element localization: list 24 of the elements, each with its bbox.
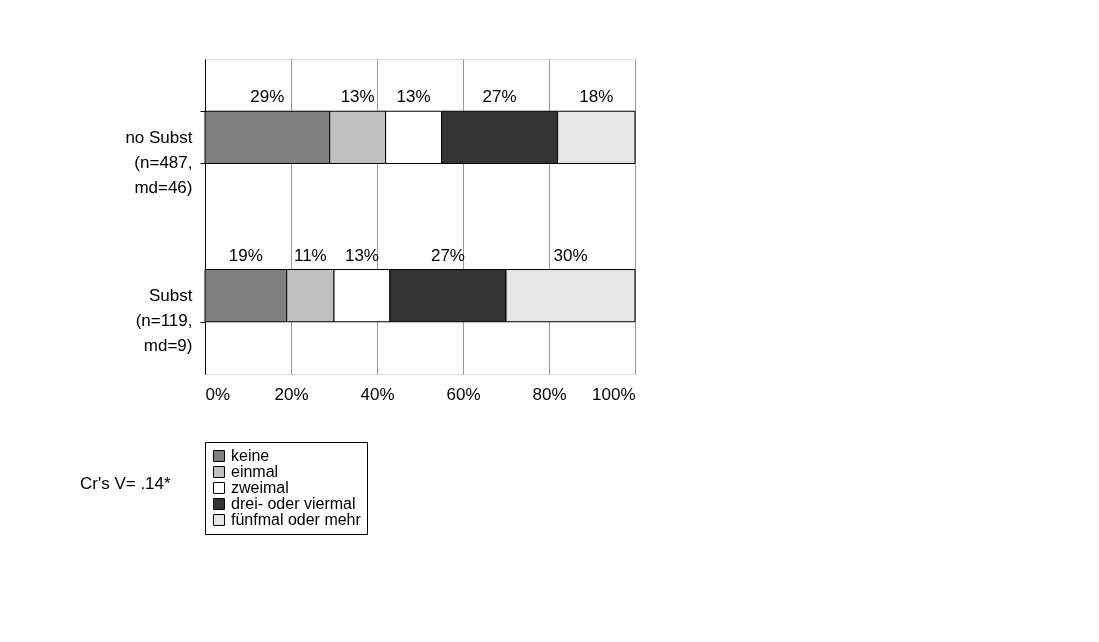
legend-label: keine <box>231 447 270 464</box>
data-label: 13% <box>396 87 431 107</box>
y-tick-label: Subst (n=119, md=9) <box>135 286 193 356</box>
x-tick-label: 60% <box>446 384 481 404</box>
data-label: 19% <box>228 245 263 265</box>
legend-label: einmal <box>231 463 279 480</box>
legend-label: drei- oder viermal <box>231 495 356 512</box>
data-label: 18% <box>579 87 614 107</box>
legend-label: fünfmal oder mehr <box>231 511 362 528</box>
data-label: 29% <box>250 87 285 107</box>
data-label: 11% <box>293 245 327 265</box>
legend-label: zweimal <box>231 479 289 496</box>
x-tick-label: 20% <box>274 384 309 404</box>
data-label: 27% <box>430 245 465 265</box>
data-label: 13% <box>340 87 375 107</box>
data-label: 27% <box>482 87 517 107</box>
data-label: 13% <box>344 245 379 265</box>
text: Cr's V= .14* <box>80 474 172 493</box>
x-tick-label: 80% <box>532 384 567 404</box>
x-tick-label: 100% <box>592 384 636 404</box>
data-label: 30% <box>553 245 588 265</box>
x-tick-label: 0% <box>205 384 231 404</box>
y-tick-label: no Subst (n=487, md=46) <box>125 127 193 197</box>
x-tick-label: 40% <box>360 384 395 404</box>
